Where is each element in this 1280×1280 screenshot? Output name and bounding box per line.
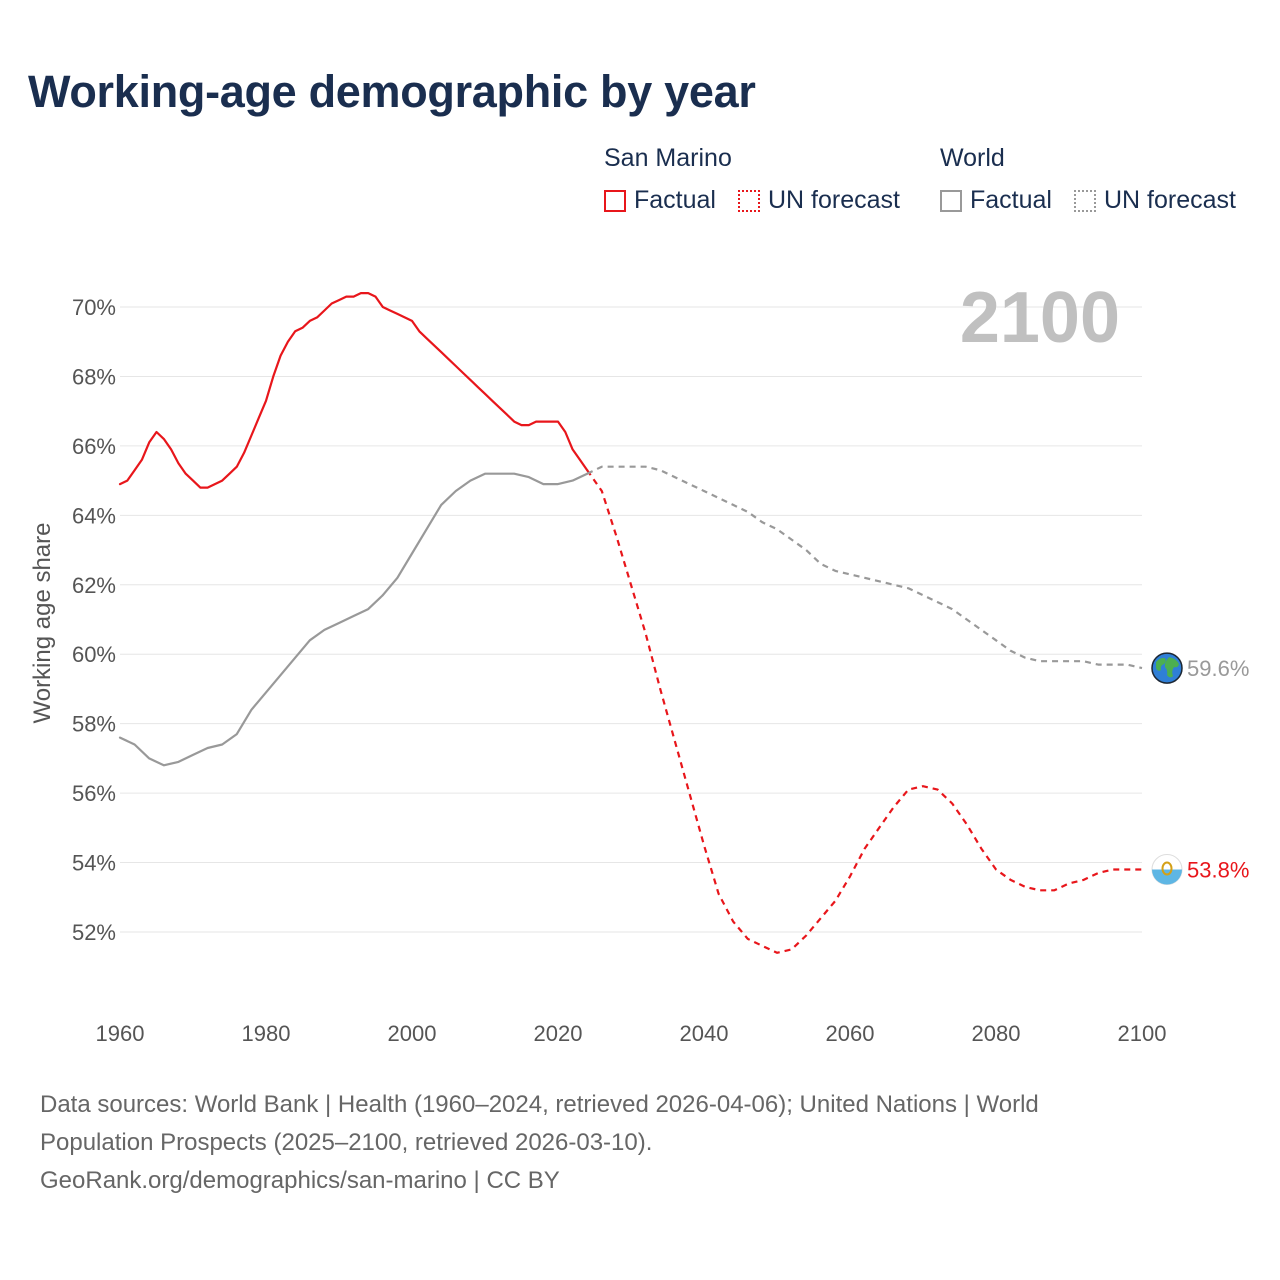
legend-group-san-marino: San Marino xyxy=(604,144,732,172)
y-tick-label: 54% xyxy=(72,851,116,876)
y-tick-label: 56% xyxy=(72,781,116,806)
legend-swatch-dotted xyxy=(1074,189,1096,212)
y-tick-label: 66% xyxy=(72,434,116,459)
san-marino-forecast-line xyxy=(586,469,1142,954)
legend-swatch-solid xyxy=(604,189,626,212)
legend-label: UN forecast xyxy=(1104,186,1236,214)
globe-land xyxy=(1156,657,1166,671)
gridlines xyxy=(120,306,1142,933)
legend-item-san-marino-factual[interactable]: Factual xyxy=(604,186,716,215)
end-value-label: 59.6% xyxy=(1187,656,1249,681)
y-tick-label: 60% xyxy=(72,642,116,667)
legend-item-world-factual[interactable]: Factual xyxy=(940,186,1052,215)
line-chart: 52% 54% 56% 58% 60% 62% 64% 66% 68% 70% 1960 1980 2… xyxy=(29,278,1249,1046)
world-factual-line xyxy=(118,472,589,767)
globe-icon xyxy=(1151,652,1183,684)
legend-label: Factual xyxy=(970,186,1052,214)
legend-swatch-solid xyxy=(940,189,962,212)
end-value-label: 53.8% xyxy=(1187,858,1249,883)
globe-land xyxy=(1164,657,1179,678)
year-display: 2100 xyxy=(960,278,1120,358)
x-tick-label: 1960 xyxy=(96,1021,145,1046)
y-tick-label: 68% xyxy=(72,364,116,389)
footer-sources-line-2: Population Prospects (2025–2100, retriev… xyxy=(40,1129,653,1156)
end-markers: 59.6% 53.8% xyxy=(1151,652,1249,885)
legend-item-world-forecast[interactable]: UN forecast xyxy=(1074,186,1236,215)
y-axis-label: Working age share xyxy=(29,523,56,724)
flag-blue-half xyxy=(1152,869,1182,885)
x-tick-label: 1980 xyxy=(242,1021,291,1046)
x-tick-label: 2100 xyxy=(1118,1021,1167,1046)
legend-label: Factual xyxy=(634,186,716,214)
san-marino-factual-line xyxy=(118,292,589,489)
y-axis-ticks: 52% 54% 56% 58% 60% 62% 64% 66% 68% 70% xyxy=(72,295,116,945)
footer-sources-line-1: Data sources: World Bank | Health (1960–… xyxy=(40,1091,1039,1118)
y-tick-label: 58% xyxy=(72,712,116,737)
x-axis-ticks: 1960 1980 2000 2020 2040 2060 2080 2100 xyxy=(96,1021,1167,1046)
x-tick-label: 2060 xyxy=(826,1021,875,1046)
x-tick-label: 2040 xyxy=(680,1021,729,1046)
y-tick-label: 70% xyxy=(72,295,116,320)
footer: Data sources: World Bank | Health (1960–… xyxy=(40,1086,1240,1200)
legend-group-world: World xyxy=(940,144,1005,172)
san-marino-flag-icon xyxy=(1151,854,1183,885)
world-forecast-line xyxy=(586,465,1143,670)
x-tick-label: 2080 xyxy=(972,1021,1021,1046)
legend-swatch-dotted xyxy=(738,189,760,212)
chart-title: Working-age demographic by year xyxy=(28,66,756,117)
legend-item-san-marino-forecast[interactable]: UN forecast xyxy=(738,186,900,215)
legend-label: UN forecast xyxy=(768,186,900,214)
y-tick-label: 64% xyxy=(72,503,116,528)
series-lines xyxy=(118,292,1143,954)
flag-emblem xyxy=(1161,861,1173,876)
x-tick-label: 2020 xyxy=(534,1021,583,1046)
y-tick-label: 52% xyxy=(72,920,116,945)
y-tick-label: 62% xyxy=(72,573,116,598)
footer-attribution: GeoRank.org/demographics/san-marino | CC… xyxy=(40,1167,560,1194)
x-tick-label: 2000 xyxy=(388,1021,437,1046)
